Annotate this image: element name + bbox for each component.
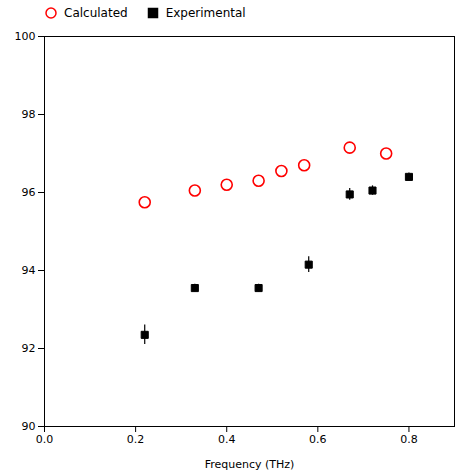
svg-text:92: 92 xyxy=(22,342,36,355)
html-text:Calculated: Calculated xyxy=(64,6,128,20)
svg-text:98: 98 xyxy=(22,108,36,121)
svg-text:Frequency (THz): Frequency (THz) xyxy=(205,458,295,471)
svg-text:0.0: 0.0 xyxy=(36,433,54,446)
html-text:Experimental: Experimental xyxy=(165,6,246,20)
svg-text:0.2: 0.2 xyxy=(127,433,145,446)
svg-text:94: 94 xyxy=(22,264,36,277)
svg-text:100: 100 xyxy=(15,30,36,43)
svg-text:0.6: 0.6 xyxy=(309,433,327,446)
svg-text:0.8: 0.8 xyxy=(400,433,418,446)
svg-text:90: 90 xyxy=(22,420,36,433)
svg-text:96: 96 xyxy=(22,186,36,199)
svg-text:0.4: 0.4 xyxy=(218,433,236,446)
